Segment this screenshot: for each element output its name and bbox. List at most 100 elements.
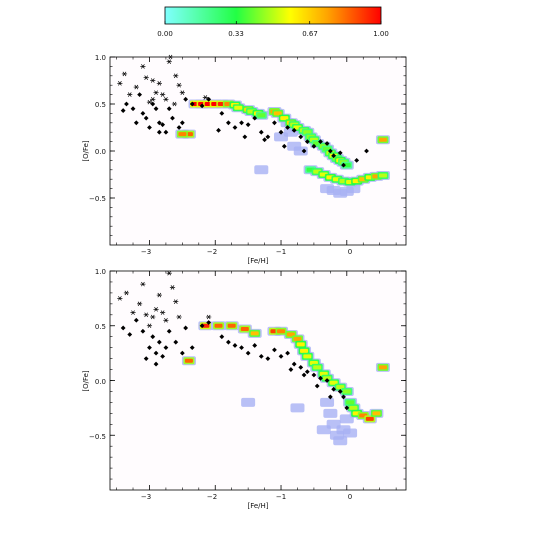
panel-bottom-density-core: [313, 365, 322, 370]
panel-top-star-point: [121, 71, 128, 77]
panel-top-diamond-point: [327, 148, 333, 154]
panel-top-diamond-point: [364, 148, 369, 154]
panel-top-diamond-point: [179, 120, 185, 126]
panel-bottom-density-halo: [320, 397, 335, 407]
panel-bottom-diamond-point: [143, 356, 149, 361]
panel-top-filled-points: [120, 92, 369, 168]
panel-top-star-point: [143, 75, 149, 80]
panel-top-star-point: [140, 64, 146, 69]
panel-top-star-point: [171, 101, 178, 107]
panel-top-ytick-label-0: 1.0: [95, 54, 106, 62]
panel-bottom-diamond-point: [153, 361, 159, 367]
panel-bottom-diamond-point: [318, 375, 323, 381]
panel-top-star-point: [117, 81, 123, 86]
panel-bottom-star-point: [156, 292, 162, 298]
panel-top-xtick-label-2: −1: [276, 248, 286, 256]
panel-bottom-density-halo: [290, 403, 305, 413]
panel-top-diamond-point: [226, 120, 231, 126]
panel-top-star-point: [150, 97, 156, 102]
panel-top-diamond-point: [156, 129, 162, 135]
panel-bottom-diamond-point: [304, 369, 310, 375]
panel-top-ylabel: [O/Fe]: [82, 140, 90, 162]
panel-top-diamond-point: [183, 96, 189, 102]
panel-top-star-point: [176, 82, 182, 88]
panel-bottom-star-point: [160, 310, 166, 315]
panel-top-diamond-point: [262, 137, 267, 143]
panel-bottom-density-core: [303, 354, 312, 359]
panel-top-star-point: [173, 73, 179, 79]
panel-top: [Fe/H] [O/Fe] 1.0 0.5 0.0 −0.5 −3 −2 −1 …: [82, 54, 407, 265]
panel-top-diamond-point: [163, 129, 169, 135]
panel-top-diamond-point: [341, 162, 346, 168]
panel-bottom-star-point: [163, 317, 169, 323]
panel-top-density-halo: [254, 165, 269, 175]
panel-top-diamond-point: [265, 134, 271, 140]
panel-top-ticks: [110, 56, 406, 245]
panel-bottom-density-halo: [241, 397, 256, 407]
panel-bottom-diamond-point: [206, 320, 212, 325]
panel-top-diamond-point: [278, 129, 284, 135]
panel-top-star-point: [202, 95, 208, 100]
panel-top-diamond-point: [232, 125, 238, 130]
panel-top-diamond-point: [298, 134, 304, 140]
panel-top-diamond-point: [304, 139, 310, 144]
panel-bottom-star-point: [153, 307, 159, 312]
panel-top-diamond-point: [281, 143, 287, 149]
panel-bottom-diamond-point: [324, 378, 330, 383]
panel-top-density-core: [234, 105, 243, 110]
panel-top-diamond-point: [170, 115, 175, 121]
panel-bottom-star-point: [169, 285, 176, 290]
panel-top-diamond-point: [143, 115, 149, 121]
panel-top-diamond-point: [147, 125, 152, 130]
panel-bottom-diamond-point: [272, 347, 277, 353]
panel-top-diamond-point: [272, 120, 277, 126]
panel-bottom-diamond-point: [199, 323, 205, 329]
panel-top-diamond-point: [137, 92, 142, 97]
panel-top-diamond-point: [258, 129, 264, 135]
panel-bottom-diamond-point: [219, 334, 225, 340]
panel-bottom: [Fe/H] [O/Fe] 1.0 0.5 0.0 −0.5 −3 −2 −1 …: [82, 268, 407, 510]
panel-bottom-diamond-point: [166, 328, 172, 334]
panel-top-diamond-point: [219, 111, 225, 116]
panel-bottom-star-point: [140, 281, 146, 287]
panel-bottom-density-core: [184, 358, 193, 363]
panel-bottom-density-core: [240, 327, 249, 332]
panel-top-density-core: [378, 173, 387, 178]
panel-bottom-density-core: [250, 331, 259, 336]
panel-top-density: [175, 99, 390, 198]
panel-top-diamond-point: [318, 139, 323, 144]
panel-bottom-density-halo: [343, 428, 358, 438]
panel-bottom-diamond-point: [147, 345, 152, 351]
panel-top-diamond-point: [189, 101, 195, 107]
panel-top-diamond-point: [133, 120, 139, 126]
panel-top-diamond-point: [239, 120, 244, 126]
panel-bottom-diamond-point: [156, 339, 162, 345]
panel-bottom-star-point: [143, 312, 149, 318]
panel-top-density-core: [378, 137, 387, 142]
panel-bottom-diamond-point: [239, 345, 244, 351]
panel-bottom-density-halo: [316, 425, 331, 435]
panel-bottom-density-core: [300, 348, 309, 353]
panel-bottom-diamond-point: [120, 325, 126, 331]
panel-bottom-star-point: [176, 314, 182, 320]
panel-bottom-ticks: [110, 270, 406, 490]
panel-bottom-ytick-label-2: 0.0: [95, 378, 106, 386]
panel-bottom-density-core: [214, 323, 223, 328]
panel-top-diamond-point: [166, 106, 172, 112]
panel-bottom-diamond-point: [265, 356, 271, 361]
panel-bottom-density-halo: [339, 414, 354, 424]
panel-top-diamond-point: [285, 125, 290, 130]
panel-bottom-density-core: [378, 365, 387, 370]
panel-top-density-core: [303, 130, 312, 135]
panel-bottom-star-point: [130, 310, 136, 315]
panel-top-density-core: [273, 111, 282, 116]
panel-bottom-diamond-point: [278, 354, 284, 359]
panel-top-diamond-point: [176, 125, 182, 130]
panel-bottom-diamond-point: [314, 383, 320, 389]
panel-top-star-point: [146, 99, 153, 105]
panel-top-star-point: [153, 90, 159, 96]
panel-bottom-ytick-label-0: 1.0: [95, 268, 106, 276]
panel-bottom-star-point: [123, 290, 130, 296]
panel-bottom-ylabel: [O/Fe]: [82, 370, 90, 392]
panel-top-diamond-point: [252, 115, 258, 121]
